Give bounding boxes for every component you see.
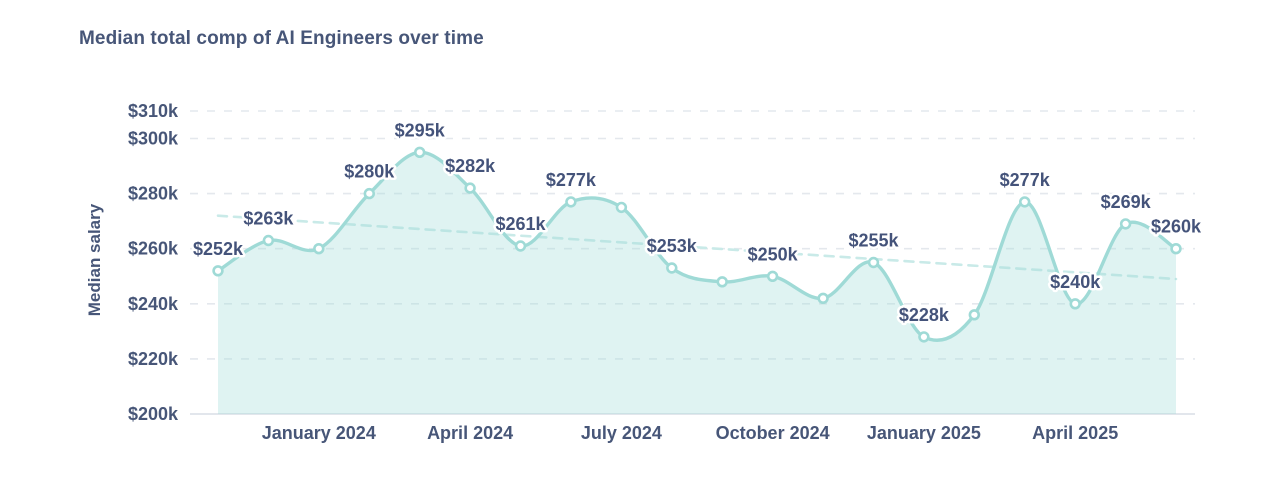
data-point-label: $282k [445,156,496,176]
x-tick-label: July 2024 [581,423,662,443]
data-point-marker[interactable] [766,270,779,282]
data-point-marker[interactable] [867,256,880,269]
y-tick-label: $240k [128,294,179,314]
data-point-marker[interactable] [414,146,426,159]
x-tick-label: January 2024 [262,423,376,443]
data-point-marker[interactable] [918,331,930,343]
data-point-label: $253k [647,236,698,256]
data-point-label: $277k [546,170,597,190]
data-point-marker[interactable] [1170,243,1182,255]
y-tick-label: $220k [128,349,179,369]
data-point-marker[interactable] [968,309,980,321]
data-point-label: $263k [243,209,294,229]
data-point-marker[interactable] [1119,218,1132,230]
chart-title: Median total comp of AI Engineers over t… [79,28,484,49]
data-point-label: $260k [1151,217,1202,237]
data-point-label: $228k [899,305,950,325]
y-axis-title: Median salary [85,203,104,316]
data-point-label: $277k [1000,170,1051,190]
x-tick-label: October 2024 [716,423,830,443]
data-point-marker[interactable] [1018,196,1031,208]
data-point-label: $255k [848,231,899,251]
data-point-marker[interactable] [716,276,728,288]
data-point-marker[interactable] [363,187,375,200]
data-point-marker[interactable] [262,234,275,247]
y-tick-label: $300k [128,129,179,149]
data-point-marker[interactable] [666,262,678,274]
data-point-marker[interactable] [464,182,476,194]
data-point-label: $280k [344,162,395,182]
data-point-label: $261k [495,214,546,234]
trend-line [216,214,1178,281]
area-fill [218,152,1176,414]
y-tick-label: $310k [128,101,179,121]
y-tick-label: $260k [128,239,179,259]
data-point-marker[interactable] [313,243,325,255]
x-tick-label: April 2024 [427,423,513,443]
data-point-marker[interactable] [615,201,628,214]
data-point-marker[interactable] [514,240,527,252]
data-point-label: $250k [748,244,799,264]
x-tick-label: April 2025 [1032,423,1118,443]
data-point-marker[interactable] [212,265,224,277]
data-point-label: $252k [193,239,244,259]
data-point-marker[interactable] [565,196,577,208]
data-point-marker[interactable] [1069,298,1081,310]
data-point-label: $269k [1101,192,1152,212]
data-point-label: $295k [395,120,446,140]
y-tick-label: $280k [128,184,179,204]
data-point-label: $240k [1050,272,1101,292]
data-point-marker[interactable] [817,292,829,304]
y-tick-label: $200k [128,404,179,424]
x-tick-label: January 2025 [867,423,981,443]
